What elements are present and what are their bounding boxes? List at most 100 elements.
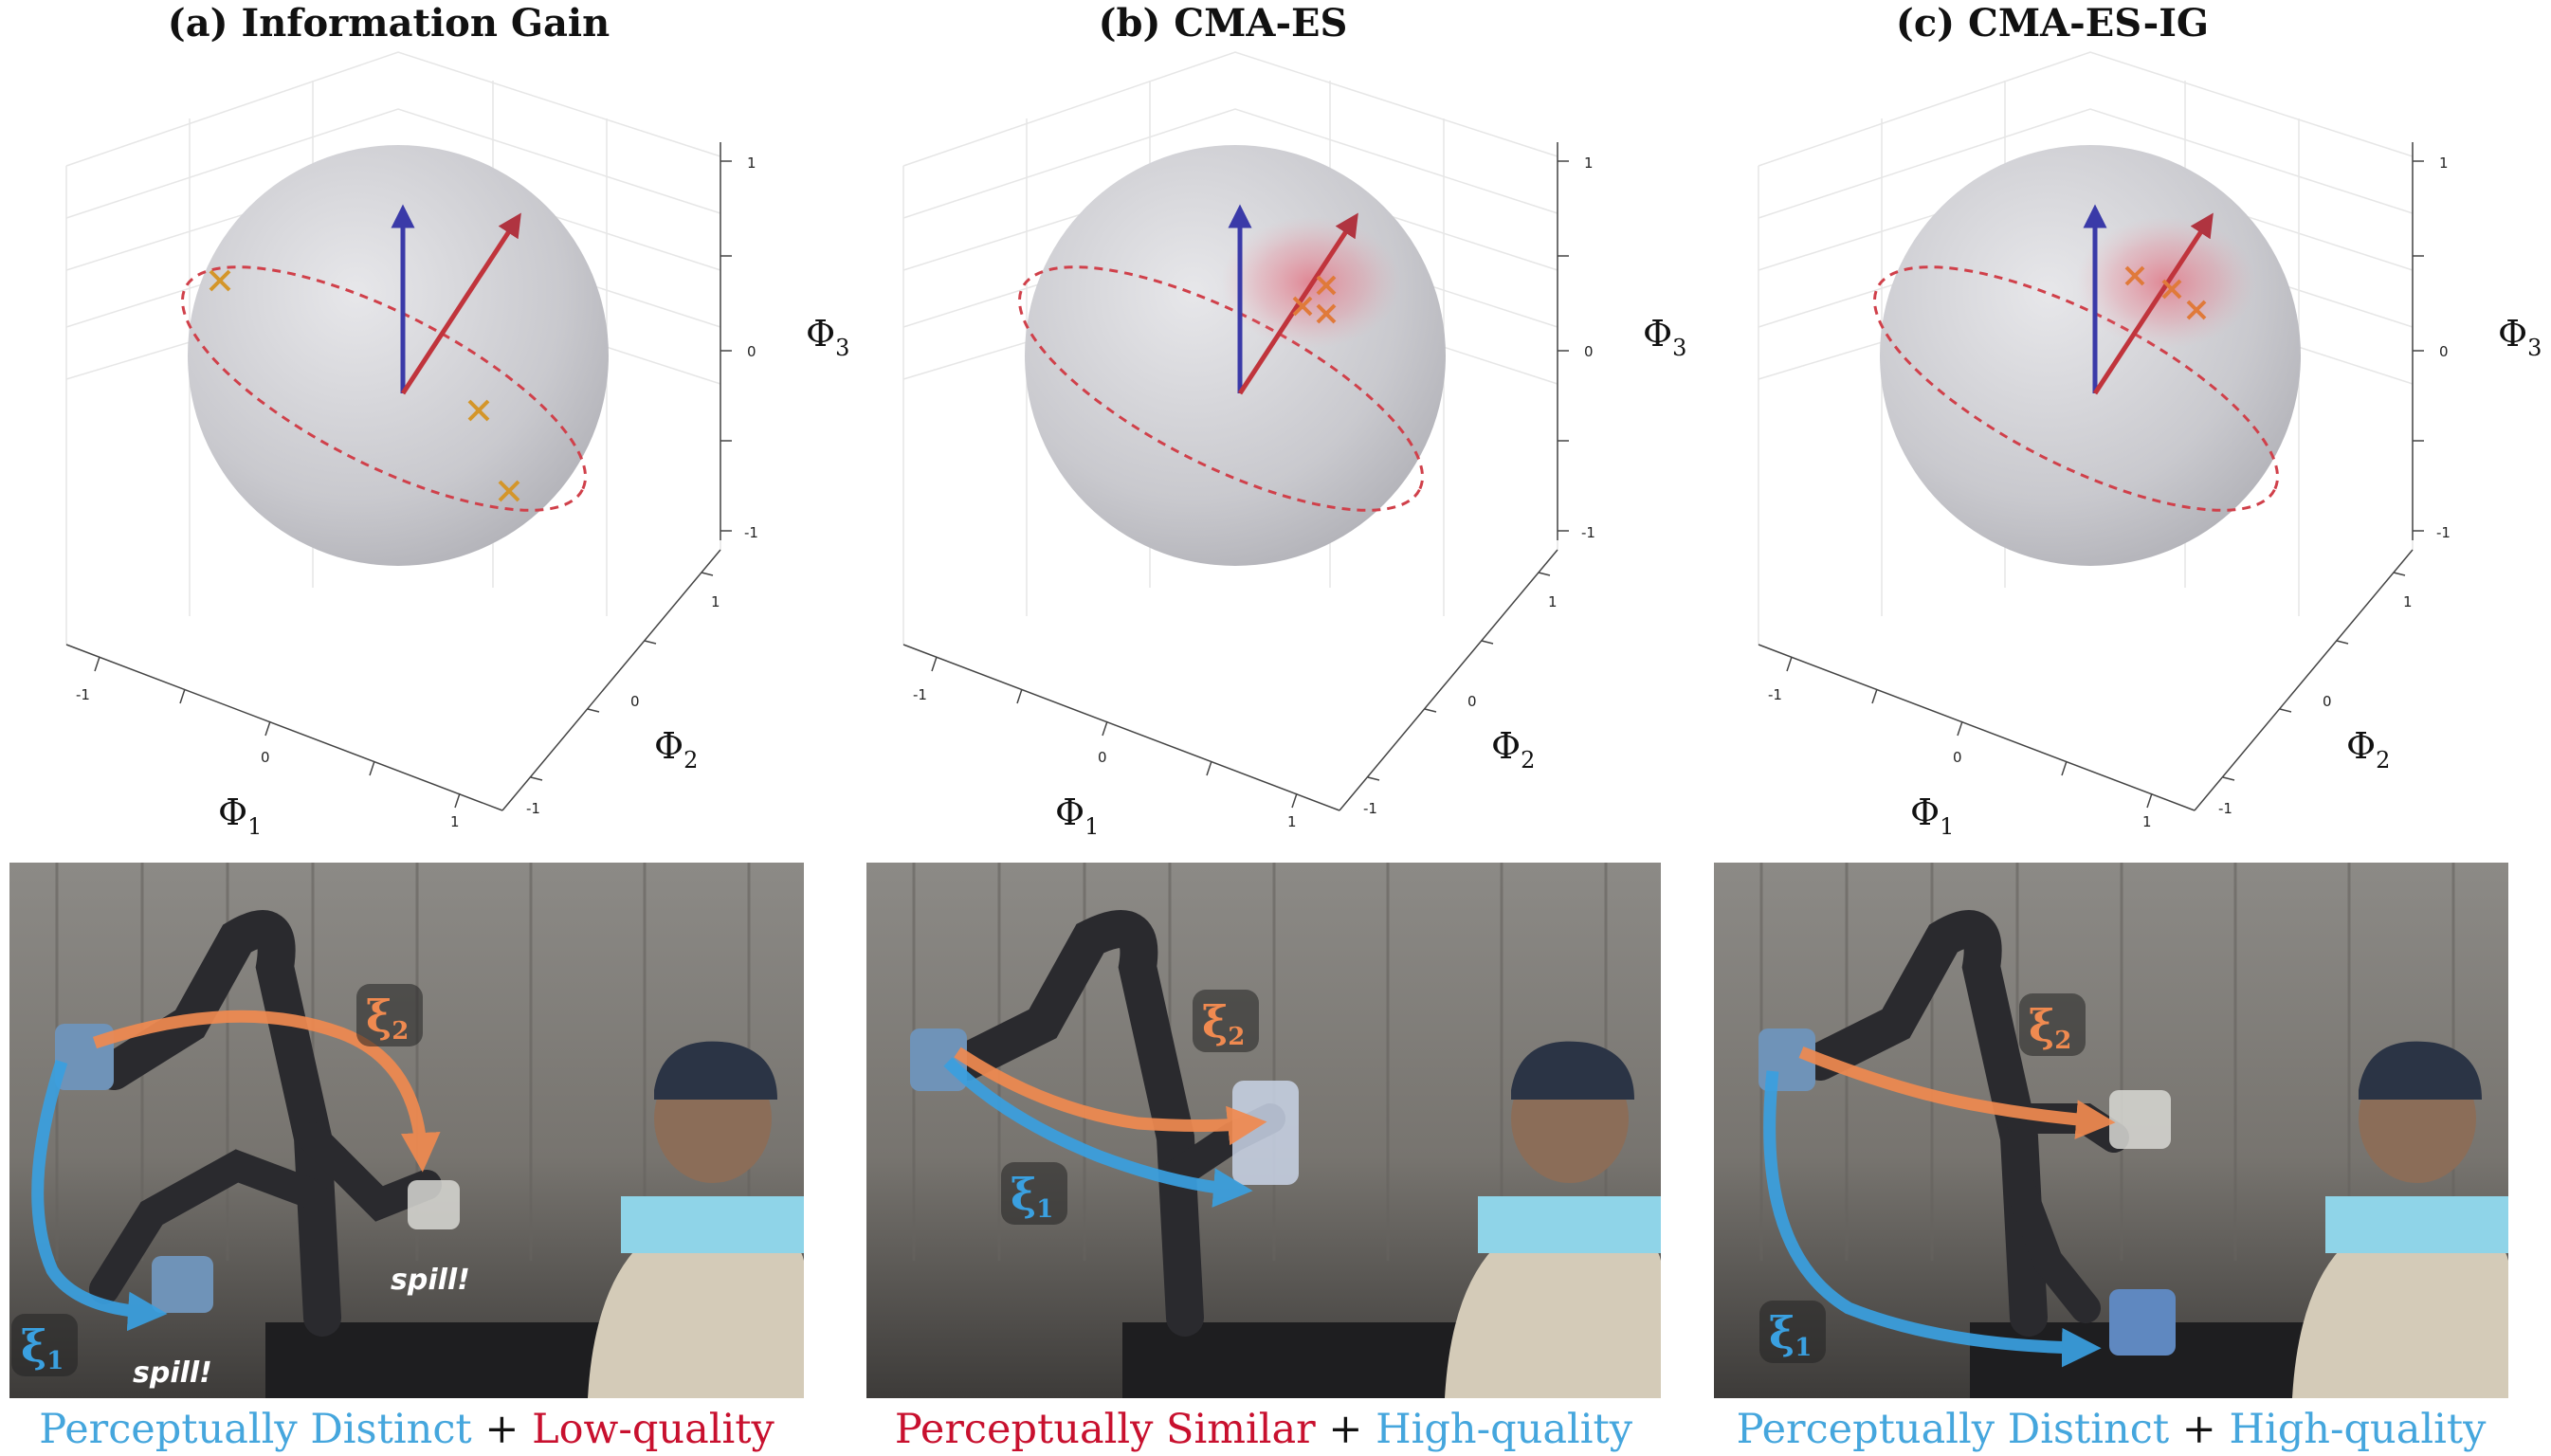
x-tick-neg1: -1 (76, 686, 90, 703)
x-tick-0: 0 (1953, 749, 1962, 766)
y-tick-neg1: -1 (2218, 800, 2232, 817)
panel-title-a: (a) Information Gain (168, 1, 610, 46)
x-tick-1: 1 (450, 813, 460, 830)
marker-x-1 (1292, 296, 1313, 317)
monitor (2325, 1196, 2508, 1253)
robot-arm (1801, 910, 2048, 1337)
caption-c: Perceptually Distinct + High-quality (1737, 1406, 2487, 1453)
person (588, 1041, 804, 1398)
marker-x-2 (1316, 275, 1337, 296)
sphere (1025, 145, 1446, 566)
robot-arm-lower (89, 1149, 328, 1304)
red-arrow (1237, 212, 1358, 395)
y-axis-label: Φ2 (1491, 725, 1535, 774)
marker-x-1 (2124, 265, 2145, 286)
y-tick-1: 1 (2403, 593, 2413, 610)
xi2-label: ξ2 (366, 991, 409, 1046)
robot-arm (948, 910, 1204, 1337)
y-tick-neg1: -1 (1363, 800, 1377, 817)
x-tick-0: 0 (261, 749, 270, 766)
z-tick-0: 0 (747, 343, 756, 360)
photo-a: ξ1 ξ2 spill! spill! (9, 863, 804, 1398)
y-axis (1339, 549, 1558, 811)
robot-arm (95, 910, 341, 1337)
x-tick-neg1: -1 (913, 686, 927, 703)
xi2-label: ξ2 (1202, 996, 1245, 1051)
person (1445, 1041, 1661, 1398)
cup (2109, 1090, 2171, 1149)
marker-x-3 (498, 480, 520, 502)
x-axis (1758, 644, 2196, 811)
x-axis-label: Φ1 (218, 792, 262, 840)
x-tick-1: 1 (2142, 813, 2152, 830)
y-tick-neg1: -1 (526, 800, 540, 817)
z-axis (1557, 142, 1569, 540)
caption-a-right: Low-quality (532, 1406, 774, 1453)
sphere (1880, 145, 2301, 566)
x-axis (902, 644, 1340, 811)
red-arrow (400, 212, 521, 395)
cup (152, 1256, 213, 1313)
photo-c: ξ1 ξ2 (1714, 863, 2508, 1398)
plot-a: 1 0 -1 Φ3 -1 0 1 Φ1 1 0 -1 Φ2 (65, 51, 849, 840)
caption-b-left: Perceptually Similar (895, 1406, 1316, 1453)
photo-b: ξ1 ξ2 (866, 863, 1661, 1398)
spill-label: spill! (133, 1356, 212, 1390)
cup (2109, 1289, 2176, 1356)
z-tick-neg1: -1 (744, 524, 758, 541)
xi1-badge (11, 1314, 78, 1376)
trajectory-blue (1763, 1070, 2102, 1368)
z-axis-label: Φ3 (1643, 313, 1686, 361)
xi1-badge (1001, 1162, 1067, 1225)
xi1-label: ξ1 (1769, 1307, 1812, 1362)
panel-title-b: (b) CMA-ES (1099, 1, 1348, 46)
y-axis (2194, 549, 2414, 811)
cup (408, 1180, 460, 1229)
caption-a-plus: + (472, 1406, 532, 1453)
xi1-label: ξ1 (21, 1320, 64, 1375)
red-arrow (2092, 212, 2214, 395)
caption-b: Perceptually Similar + High-quality (895, 1406, 1633, 1453)
xi2-label: ξ2 (2029, 1000, 2071, 1055)
y-axis-label: Φ2 (2346, 725, 2390, 774)
person (2292, 1041, 2508, 1398)
x-axis (65, 644, 503, 811)
spill-label: spill! (391, 1264, 470, 1297)
z-tick-neg1: -1 (2436, 524, 2451, 541)
y-tick-0: 0 (1467, 693, 1477, 710)
trajectory-blue (31, 1060, 168, 1332)
xi2-badge (356, 984, 423, 1046)
x-tick-0: 0 (1098, 749, 1107, 766)
z-tick-0: 0 (2439, 343, 2449, 360)
z-tick-1: 1 (747, 155, 756, 172)
monitor (1478, 1196, 1661, 1253)
y-tick-1: 1 (711, 593, 720, 610)
caption-a: Perceptually Distinct + Low-quality (39, 1406, 774, 1453)
z-tick-neg1: -1 (1581, 524, 1595, 541)
marker-x-3 (2186, 300, 2207, 320)
y-tick-0: 0 (2323, 693, 2332, 710)
cup (1232, 1081, 1299, 1185)
y-axis-label: Φ2 (654, 725, 698, 774)
panel-title-c: (c) CMA-ES-IG (1896, 1, 2209, 46)
caption-b-right: High-quality (1376, 1406, 1633, 1453)
sphere (188, 145, 609, 566)
marker-x-2 (467, 399, 490, 422)
marker-x-2 (2161, 279, 2182, 300)
z-axis (720, 142, 732, 540)
xi2-badge (1193, 990, 1259, 1052)
caption-a-left: Perceptually Distinct (39, 1406, 472, 1453)
z-tick-1: 1 (1584, 155, 1594, 172)
cup (910, 1028, 967, 1091)
marker-x-3 (1316, 303, 1337, 324)
z-axis-label: Φ3 (806, 313, 849, 361)
caption-c-right: High-quality (2229, 1406, 2487, 1453)
trajectory-orange (1798, 1046, 2116, 1139)
x-tick-1: 1 (1287, 813, 1297, 830)
caption-c-plus: + (2169, 1406, 2229, 1453)
caption-b-plus: + (1316, 1406, 1376, 1453)
monitor (621, 1196, 804, 1253)
plot-b: 1 0 -1 Φ3 -1 0 1 Φ1 1 0 -1 Φ2 (902, 51, 1686, 840)
xi2-badge (2019, 993, 2086, 1056)
curtain-folds (912, 863, 1608, 1261)
